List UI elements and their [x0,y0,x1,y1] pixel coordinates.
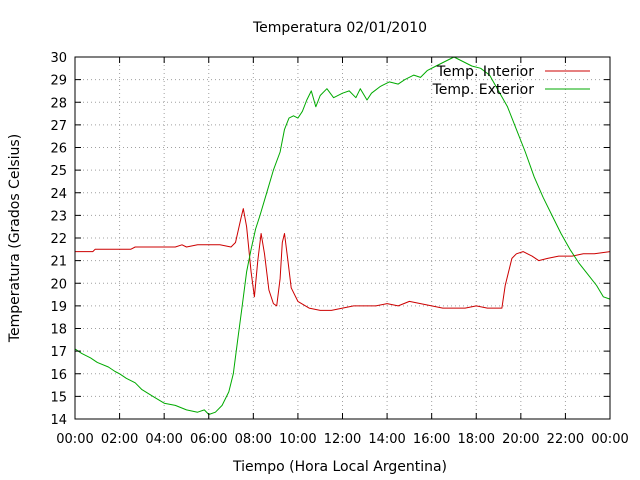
y-tick-label: 16 [50,368,67,383]
x-tick-label: 00:00 [591,432,628,447]
y-tick-label: 18 [50,323,67,338]
y-tick-label: 24 [50,187,67,202]
x-tick-label: 00:00 [56,432,93,447]
legend-label: Temp. Interior [436,64,535,80]
y-tick-label: 29 [50,74,67,89]
x-tick-label: 22:00 [547,432,584,447]
x-tick-label: 18:00 [458,432,495,447]
grid [75,57,610,419]
y-tick-label: 19 [50,300,67,315]
legend: Temp. Interior Temp. Exterior [432,64,590,98]
x-tick-label: 16:00 [413,432,450,447]
x-tick-label: 06:00 [190,432,227,447]
x-tick-label: 14:00 [368,432,405,447]
series-line-interior [75,208,611,311]
y-tick-label: 14 [50,413,67,428]
y-tick-label: 15 [50,390,67,405]
axis-ticks: 14 15 16 17 18 19 20 21 22 23 24 25 26 27 28 29 30 00:00 0… [50,51,628,447]
y-tick-label: 22 [50,232,67,247]
legend-label: Temp. Exterior [432,82,535,98]
x-tick-label: 02:00 [101,432,138,447]
y-axis-title: Temperatura (Grados Celsius) [7,134,23,343]
chart-title: Temperatura 02/01/2010 [252,20,427,36]
y-tick-label: 26 [50,142,67,157]
x-tick-label: 08:00 [235,432,272,447]
y-tick-label: 17 [50,345,67,360]
y-tick-label: 21 [50,255,67,270]
plot-series [74,56,611,415]
y-tick-label: 25 [50,164,67,179]
y-tick-label: 23 [50,209,67,224]
x-tick-label: 04:00 [145,432,182,447]
y-tick-label: 20 [50,277,67,292]
y-tick-label: 27 [50,119,67,134]
x-tick-label: 10:00 [279,432,316,447]
x-axis-title: Tiempo (Hora Local Argentina) [232,459,447,475]
y-tick-label: 30 [50,51,67,66]
x-tick-label: 12:00 [324,432,361,447]
x-tick-label: 20:00 [502,432,539,447]
series-line-exterior [74,56,611,415]
y-tick-label: 28 [50,96,67,111]
